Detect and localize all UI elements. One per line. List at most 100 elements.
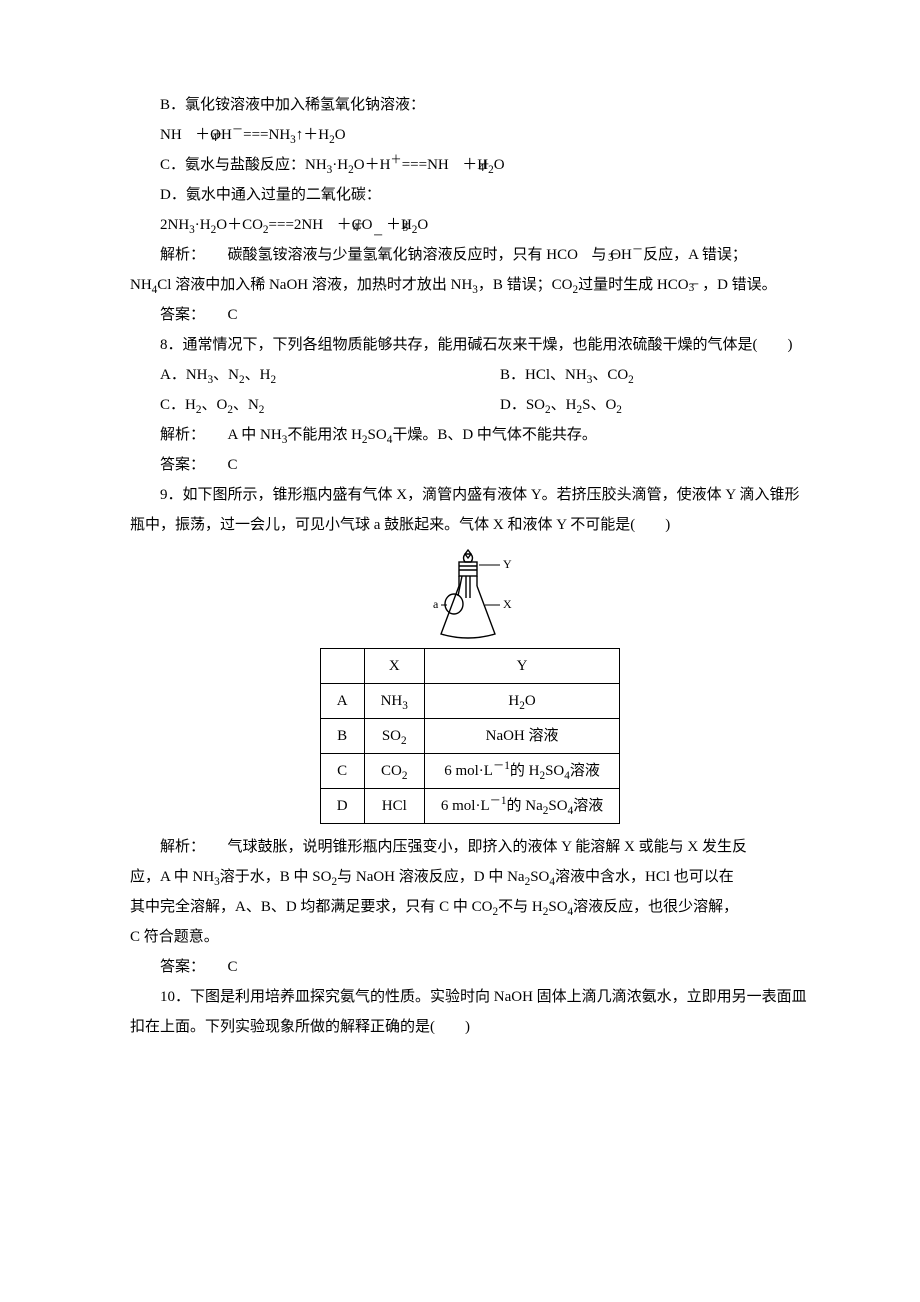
q8-options-row1: A．NH3、N2、H2 B．HCl、NH3、CO2	[130, 360, 810, 390]
text: 碳酸氢铵溶液与少量氢氧化钠溶液反应时，只有 HCO	[228, 247, 578, 263]
q9-explain-line2: 应，A 中 NH3溶于水，B 中 SO2与 NaOH 溶液反应，D 中 Na2S…	[130, 862, 810, 892]
q9-flask-diagram: a Y X	[415, 548, 525, 644]
text: ·H	[332, 157, 348, 173]
answer-label: 答案：	[160, 959, 205, 975]
table-cell-x: CO2	[364, 754, 424, 789]
sub: 2	[628, 374, 634, 386]
answer-label: 答案：	[160, 457, 205, 473]
label-x: X	[503, 597, 512, 611]
text: Cl 溶液中加入稀 NaOH 溶液，加热时才放出 NH	[157, 277, 472, 293]
table-header-blank	[320, 649, 364, 684]
explain-label: 解析：	[160, 839, 205, 855]
q9-explain-line1: 解析： 气球鼓胀，说明锥形瓶内压强变小，即挤入的液体 Y 能溶解 X 或能与 X …	[130, 832, 810, 862]
text: B．HCl、NH	[500, 367, 587, 383]
text: C．H	[160, 397, 196, 413]
text: 、N	[233, 397, 259, 413]
q7-explain-line1: 解析：碳酸氢铵溶液与少量氢氧化钠溶液反应时，只有 HCO－3与 OH－反应，A …	[130, 240, 810, 270]
table-cell-label: A	[320, 684, 364, 719]
q9-answer: 答案： C	[130, 952, 810, 982]
q7-option-d-equation: 2NH3·H2O＋CO2===2NH＋4＋CO2－3＋H2O	[130, 210, 810, 240]
text: 、H	[245, 367, 271, 383]
q8-option-a: A．NH3、N2、H2	[130, 360, 470, 390]
q8-stem: 8．通常情况下，下列各组物质能够共存，能用碱石灰来干燥，也能用浓硫酸干燥的气体是…	[130, 330, 810, 360]
table-cell-y: 6 mol·L－1的 Na2SO4溶液	[424, 789, 619, 824]
text: S、O	[582, 397, 616, 413]
text: A．NH	[160, 367, 208, 383]
table-cell-label: B	[320, 719, 364, 754]
q8-option-c: C．H2、O2、N2	[130, 390, 470, 420]
text: ↑＋H	[296, 127, 329, 143]
explain-label: 解析：	[160, 247, 205, 263]
text: NH	[160, 127, 182, 143]
text: O	[417, 217, 428, 233]
text: ===NH	[243, 127, 290, 143]
text: 不能用浓 H	[287, 427, 362, 443]
text: 过量时生成 HCO	[578, 277, 688, 293]
table-cell-y: H2O	[424, 684, 619, 719]
q8-answer: 答案：C	[130, 450, 810, 480]
q8-explain: 解析：A 中 NH3不能用浓 H2SO4干燥。B、D 中气体不能共存。	[130, 420, 810, 450]
text: 溶液中含水，HCl 也可以在	[555, 869, 734, 885]
text: 不与 H	[498, 899, 543, 915]
table-header-row: X Y	[320, 649, 619, 684]
text: 、H	[551, 397, 577, 413]
table-header-y: Y	[424, 649, 619, 684]
sup: ＋	[390, 154, 401, 166]
text: SO	[368, 427, 387, 443]
text: A 中 NH	[228, 427, 282, 443]
answer-value: C	[228, 307, 238, 323]
text: 、CO	[592, 367, 628, 383]
sub: 2	[259, 404, 265, 416]
table-cell-y: NaOH 溶液	[424, 719, 619, 754]
explain-label: 解析：	[160, 427, 205, 443]
text: ===2NH	[269, 217, 324, 233]
sub: 2	[270, 374, 276, 386]
text: O	[494, 157, 505, 173]
table-cell-x: HCl	[364, 789, 424, 824]
text: ，B 错误；CO	[478, 277, 573, 293]
q9-table: X Y ANH3H2OBSO2NaOH 溶液CCO26 mol·L－1的 H2S…	[320, 648, 620, 824]
q7-answer: 答案：C	[130, 300, 810, 330]
table-header-x: X	[364, 649, 424, 684]
text: 溶液反应，也很少溶解，	[573, 899, 738, 915]
text: NH	[130, 277, 152, 293]
table-cell-x: SO2	[364, 719, 424, 754]
q7-option-d-line1: D．氨水中通入过量的二氧化碳：	[130, 180, 810, 210]
text: 气球鼓胀，说明锥形瓶内压强变小，即挤入的液体 Y 能溶解 X 或能与 X 发生反	[228, 839, 747, 855]
text: ，D 错误。	[702, 277, 777, 293]
table-row: BSO2NaOH 溶液	[320, 719, 619, 754]
text: ===NH	[402, 157, 449, 173]
text: 与 NaOH 溶液反应，D 中 Na	[337, 869, 524, 885]
table-cell-label: C	[320, 754, 364, 789]
text: O＋CO	[216, 217, 263, 233]
text: SO	[530, 869, 549, 885]
text: O＋H	[354, 157, 391, 173]
sub: 2	[616, 404, 622, 416]
text: 、N	[213, 367, 239, 383]
text: 2NH	[160, 217, 189, 233]
text: 干燥。B、D 中气体不能共存。	[392, 427, 597, 443]
q9-explain-line4: C 符合题意。	[130, 922, 810, 952]
table-row: DHCl6 mol·L－1的 Na2SO4溶液	[320, 789, 619, 824]
text: 应，A 中 NH	[130, 869, 214, 885]
text: 反应，A 错误；	[643, 247, 747, 263]
sup: －	[632, 244, 643, 256]
q7-option-b-equation: NH＋4＋OH－===NH3↑＋H2O	[130, 120, 810, 150]
table-cell-label: D	[320, 789, 364, 824]
q7-explain-line2: NH4Cl 溶液中加入稀 NaOH 溶液，加热时才放出 NH3，B 错误；CO2…	[130, 270, 810, 300]
q8-option-d: D．SO2、H2S、O2	[470, 390, 810, 420]
label-y: Y	[503, 557, 512, 571]
table-row: CCO26 mol·L－1的 H2SO4溶液	[320, 754, 619, 789]
q7-option-b-line1: B．氯化铵溶液中加入稀氢氧化钠溶液：	[130, 90, 810, 120]
text: ·H	[195, 217, 211, 233]
answer-value: C	[228, 959, 238, 975]
text: D．SO	[500, 397, 545, 413]
text: O	[335, 127, 346, 143]
text: SO	[548, 899, 567, 915]
q9-explain-line3: 其中完全溶解，A、B、D 均都满足要求，只有 C 中 CO2不与 H2SO4溶液…	[130, 892, 810, 922]
text: C．氨水与盐酸反应：NH	[160, 157, 327, 173]
table-row: ANH3H2O	[320, 684, 619, 719]
q8-options-row2: C．H2、O2、N2 D．SO2、H2S、O2	[130, 390, 810, 420]
document-page: B．氯化铵溶液中加入稀氢氧化钠溶液： NH＋4＋OH－===NH3↑＋H2O C…	[0, 0, 920, 1122]
table-cell-x: NH3	[364, 684, 424, 719]
